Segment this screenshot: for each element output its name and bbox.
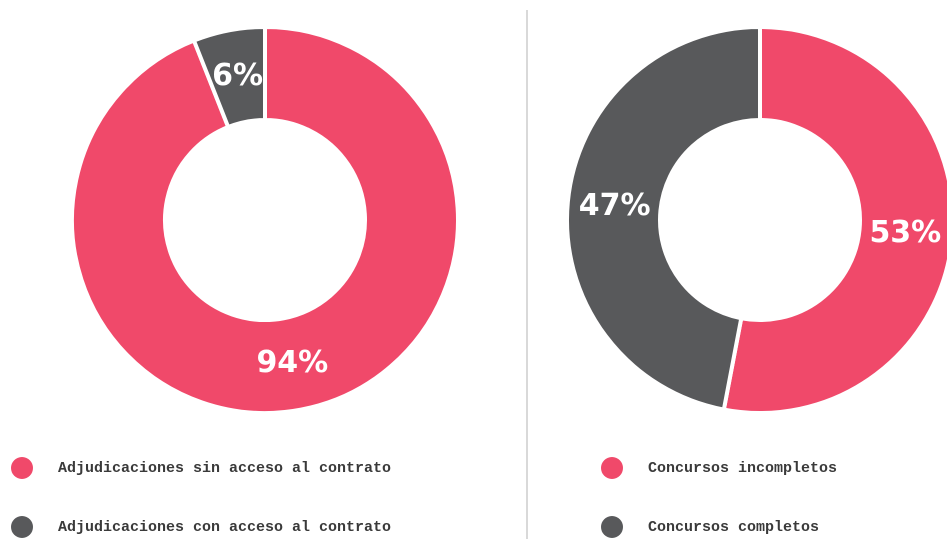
donut-segment: [565, 24, 762, 412]
legend-swatch: [601, 516, 623, 538]
legend-swatch: [11, 516, 33, 538]
legend-label: Adjudicaciones con acceso al contrato: [58, 519, 391, 536]
value-label: 53%: [869, 215, 941, 250]
legend-label: Concursos incompletos: [648, 460, 837, 477]
legend-label: Adjudicaciones sin acceso al contrato: [58, 460, 391, 477]
legend-swatch: [601, 457, 623, 479]
legend-label: Concursos completos: [648, 519, 819, 536]
value-label: 6%: [212, 58, 263, 93]
donut-segment: [191, 24, 267, 130]
donut-segment: [70, 24, 460, 415]
value-label: 47%: [579, 188, 651, 223]
legend-swatch: [11, 457, 33, 479]
donut-segment: [721, 24, 947, 415]
value-label: 94%: [256, 345, 328, 380]
